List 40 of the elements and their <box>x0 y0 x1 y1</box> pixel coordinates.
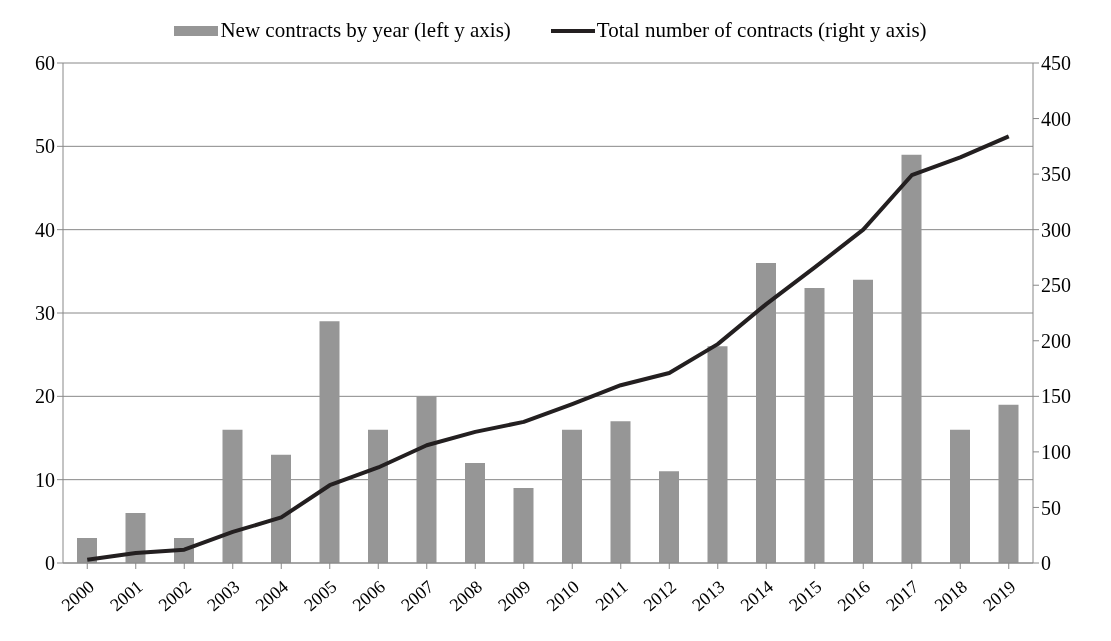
y2-tick-label: 0 <box>1041 552 1051 575</box>
y2-tick-label: 400 <box>1041 107 1071 130</box>
y2-tick-label: 450 <box>1041 52 1071 75</box>
y-tick-label: 40 <box>35 218 55 241</box>
y-tick-label: 60 <box>35 52 55 75</box>
bar <box>222 429 243 563</box>
y2-tick-label: 100 <box>1041 440 1071 463</box>
y2-tick-label: 50 <box>1041 496 1061 519</box>
y2-tick-label: 200 <box>1041 329 1071 352</box>
y-tick-label: 50 <box>35 135 55 158</box>
y-tick-label: 0 <box>45 552 55 575</box>
y2-tick-label: 300 <box>1041 218 1071 241</box>
legend-label: Total number of contracts (right y axis) <box>595 18 927 43</box>
bar <box>950 429 970 563</box>
bar <box>901 154 922 563</box>
bar <box>659 471 679 563</box>
y-tick-label: 30 <box>35 302 55 325</box>
y-tick-label: 20 <box>35 385 55 408</box>
bar <box>465 463 485 563</box>
bar <box>707 346 728 563</box>
bar <box>853 279 873 563</box>
bar <box>804 288 825 563</box>
y-tick-label: 10 <box>35 468 55 491</box>
legend-label: New contracts by year (left y axis) <box>219 18 511 43</box>
bar <box>125 513 146 563</box>
bar <box>368 429 388 563</box>
x-tick-label: 2011 <box>591 576 632 615</box>
y2-tick-label: 350 <box>1041 163 1071 186</box>
bar <box>271 454 291 563</box>
bar <box>513 488 534 563</box>
x-tick-label: 2001 <box>106 576 147 616</box>
bar <box>562 429 582 563</box>
bar <box>756 263 776 563</box>
bar <box>319 321 340 563</box>
bar <box>610 421 631 563</box>
y2-tick-label: 250 <box>1041 274 1071 297</box>
line-series <box>85 134 1011 562</box>
bar <box>998 404 1019 563</box>
bar <box>416 396 437 563</box>
y2-tick-label: 150 <box>1041 385 1071 408</box>
